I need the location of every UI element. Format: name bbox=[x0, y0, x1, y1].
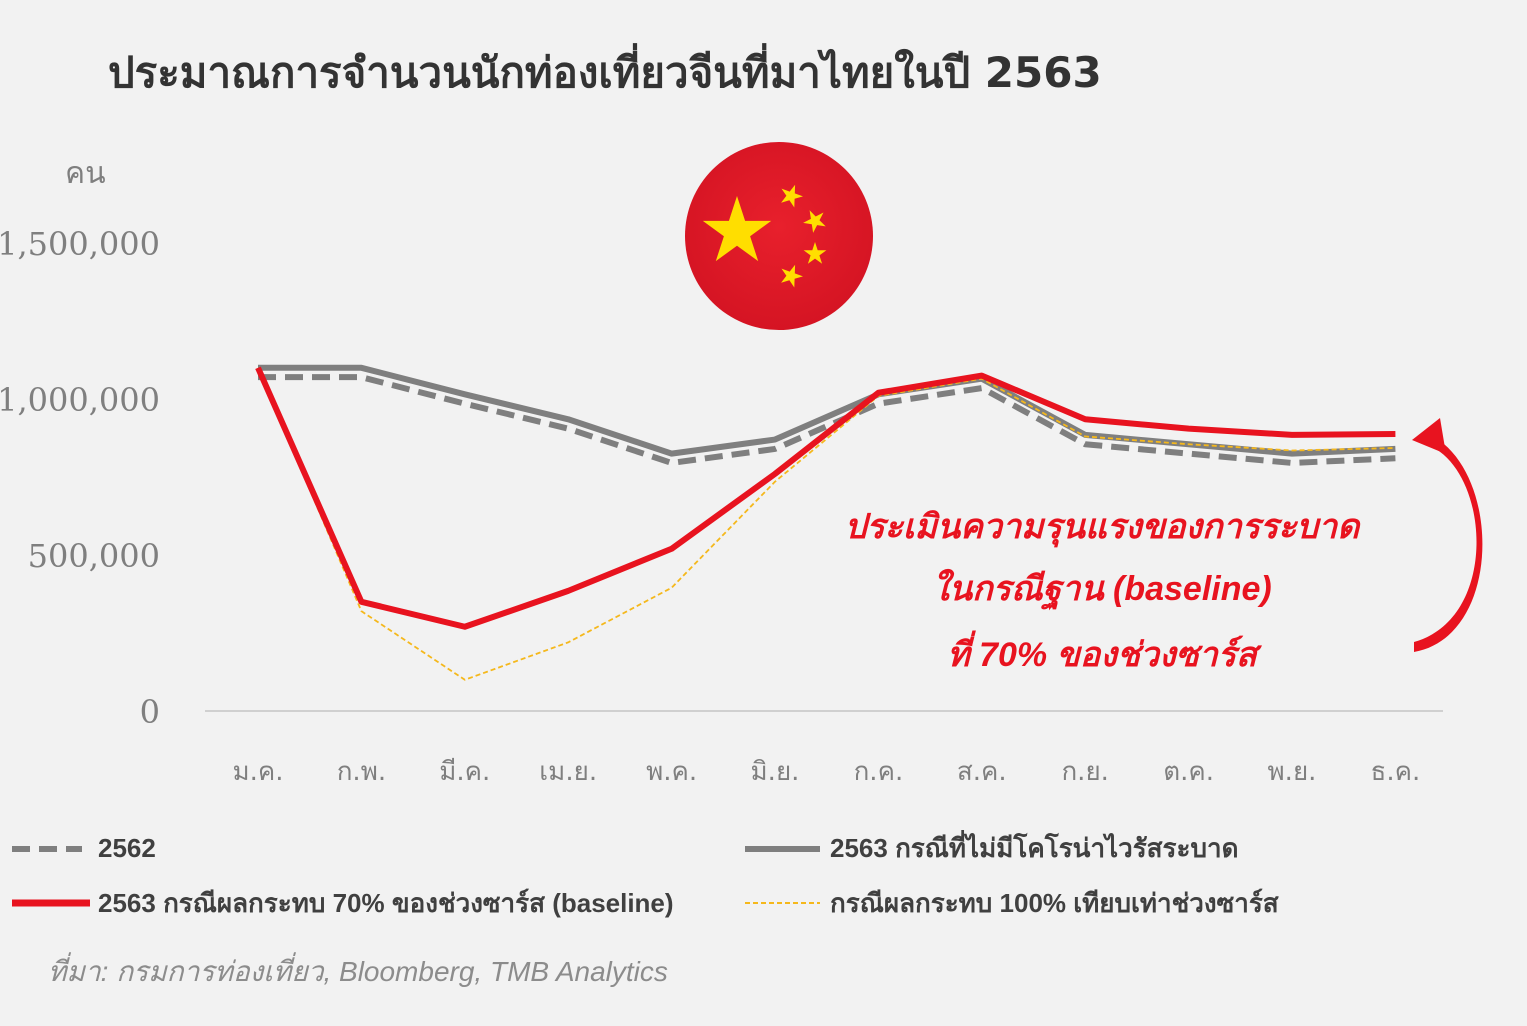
series-line-1 bbox=[258, 364, 1396, 457]
x-tick-label: ก.ค. bbox=[854, 757, 904, 787]
annotation-line-2: ในกรณีฐาน (baseline) bbox=[932, 568, 1272, 611]
x-tick-label: พ.ย. bbox=[1268, 757, 1317, 787]
y-axis-unit-label: คน bbox=[65, 156, 106, 191]
y-axis-ticks: 0 500,000 1,000,000 1,500,000 bbox=[0, 225, 160, 731]
x-tick-label: มี.ค. bbox=[439, 757, 490, 787]
y-tick-label: 0 bbox=[140, 693, 160, 731]
legend-item-100-percent: กรณีผลกระทบ 100% เทียบเท่าช่วงซาร์ส bbox=[745, 888, 1279, 918]
legend-item-2562: 2562 bbox=[12, 833, 156, 863]
x-tick-label: ม.ค. bbox=[232, 757, 283, 787]
legend-label-2562: 2562 bbox=[98, 833, 156, 863]
legend-label-2563-no-virus: 2563 กรณีที่ไม่มีโคโรน่าไวรัสระบาด bbox=[830, 829, 1238, 863]
series-lines bbox=[255, 364, 1396, 681]
y-tick-label: 1,000,000 bbox=[0, 381, 160, 419]
y-tick-label: 500,000 bbox=[28, 537, 160, 575]
legend: 2562 2563 กรณีที่ไม่มีโคโรน่าไวรัสระบาด … bbox=[12, 829, 1279, 918]
china-flag-icon bbox=[685, 142, 873, 330]
y-tick-label: 1,500,000 bbox=[0, 225, 160, 263]
curved-arrow-icon bbox=[1412, 418, 1483, 652]
series-line-0 bbox=[258, 374, 1396, 466]
annotation-line-3: ที่ 70% ของช่วงซาร์ส bbox=[947, 630, 1262, 674]
x-tick-label: ก.พ. bbox=[337, 757, 386, 787]
series-line-3 bbox=[257, 367, 1396, 681]
legend-label-2563-baseline: 2563 กรณีผลกระทบ 70% ของช่วงซาร์ส (basel… bbox=[98, 888, 674, 918]
legend-label-100-percent: กรณีผลกระทบ 100% เทียบเท่าช่วงซาร์ส bbox=[830, 888, 1279, 918]
x-tick-label: พ.ค. bbox=[646, 757, 697, 787]
x-tick-label: ส.ค. bbox=[957, 757, 1007, 787]
legend-item-2563-no-virus: 2563 กรณีที่ไม่มีโคโรน่าไวรัสระบาด bbox=[745, 829, 1238, 863]
x-tick-label: ก.ย. bbox=[1061, 757, 1109, 787]
x-tick-label: ธ.ค. bbox=[1371, 757, 1421, 787]
x-tick-label: มิ.ย. bbox=[751, 757, 800, 787]
x-axis-ticks: ม.ค. ก.พ. มี.ค. เม.ย. พ.ค. มิ.ย. ก.ค. ส.ค. ก.ย. ต… bbox=[232, 757, 1420, 787]
series-line-2 bbox=[255, 366, 1396, 630]
x-tick-label: ต.ค. bbox=[1163, 757, 1214, 787]
annotation-line-1: ประเมินความรุนแรงของการระบาด bbox=[845, 508, 1361, 548]
annotation-text: ประเมินความรุนแรงของการระบาด ในกรณีฐาน (… bbox=[845, 508, 1361, 674]
x-tick-label: เม.ย. bbox=[539, 757, 597, 787]
legend-item-2563-baseline: 2563 กรณีผลกระทบ 70% ของช่วงซาร์ส (basel… bbox=[12, 888, 674, 918]
page-title: ประมาณการจำนวนนักท่องเที่ยวจีนที่มาไทยใน… bbox=[108, 48, 1102, 97]
source-note: ที่มา: กรมการท่องเที่ยว, Bloomberg, TMB … bbox=[48, 956, 668, 987]
